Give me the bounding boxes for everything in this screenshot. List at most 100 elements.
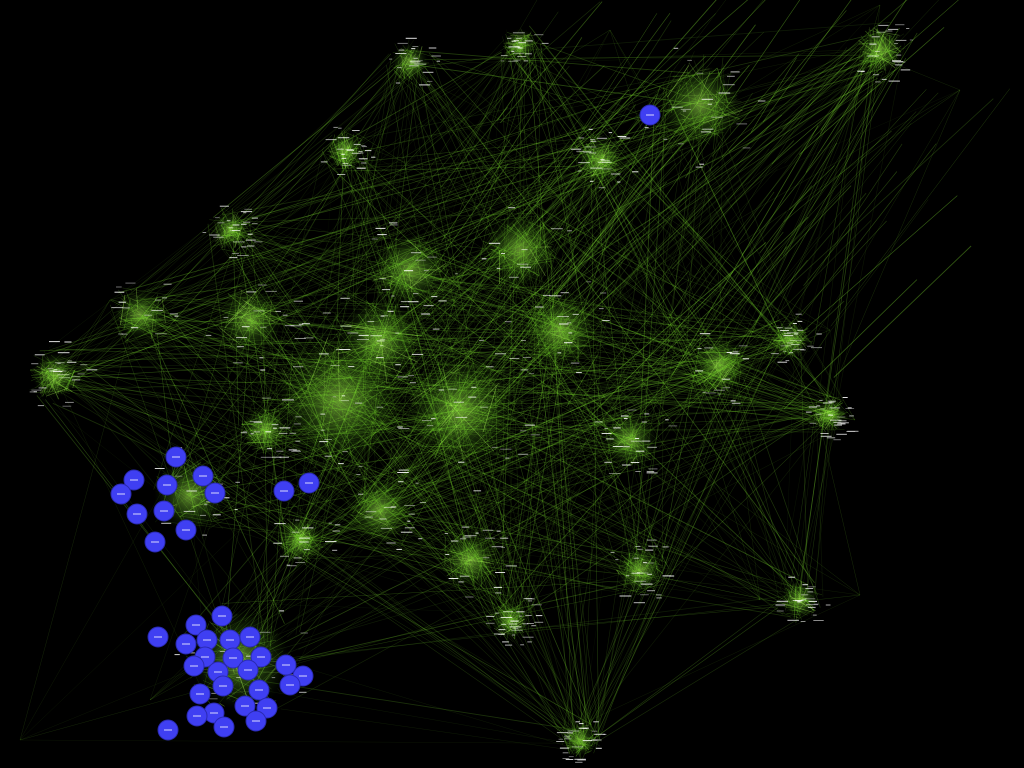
node-label [783, 335, 794, 337]
graph-edge [348, 451, 390, 492]
graph-edge [411, 426, 492, 435]
graph-edge [424, 66, 815, 584]
graph-edge [406, 63, 692, 104]
node-label [379, 278, 387, 280]
graph-edge [371, 536, 634, 568]
graph-edge [287, 388, 711, 434]
graph-edge [219, 158, 599, 624]
graph-edge [484, 395, 832, 556]
graph-edge [505, 41, 536, 54]
node-label [576, 372, 582, 374]
graph-edge [339, 413, 401, 461]
graph-edge [525, 0, 717, 216]
graph-edge [216, 228, 236, 244]
graph-edge [280, 539, 298, 546]
graph-edge [222, 334, 581, 740]
graph-edge [139, 100, 672, 337]
graph-edge [786, 344, 800, 355]
graph-edge [33, 368, 73, 393]
graph-edge [510, 43, 529, 56]
graph-edge [116, 326, 133, 329]
graph-edge [275, 311, 584, 373]
graph-edge [563, 734, 576, 742]
graph-edge [473, 565, 813, 607]
graph-edge [180, 385, 276, 516]
graph-edge [388, 257, 420, 287]
graph-edge [568, 253, 630, 326]
graph-edge [278, 39, 505, 290]
graph-edge [251, 256, 418, 665]
graph-edge [483, 569, 497, 573]
graph-edge [320, 356, 382, 397]
graph-edge [301, 411, 353, 436]
graph-edge [692, 125, 719, 136]
graph-edge [800, 56, 880, 349]
graph-edge [423, 252, 446, 279]
node-label [174, 315, 179, 317]
node-label [219, 205, 229, 207]
graph-edge [212, 323, 813, 603]
node-label [509, 626, 522, 628]
graph-edge [376, 401, 829, 405]
graph-edge [498, 246, 518, 281]
graph-edge [471, 555, 475, 590]
graph-edge [537, 302, 561, 317]
graph-edge [298, 409, 825, 650]
node-label [718, 92, 731, 94]
graph-edge [669, 125, 819, 379]
graph-edge [248, 60, 409, 332]
graph-edge [110, 312, 275, 608]
graph-edge [263, 421, 268, 454]
graph-edge [228, 221, 247, 245]
graph-edge [550, 330, 558, 333]
graph-edge [296, 407, 827, 545]
node-label [67, 360, 72, 362]
node-label [278, 432, 288, 434]
highlighted-node-layer[interactable] [110, 104, 661, 741]
node-label [787, 342, 793, 344]
graph-edge [711, 94, 718, 117]
graph-edge [401, 61, 408, 74]
graph-edge [406, 68, 414, 76]
graph-edge [185, 428, 236, 458]
node-label [673, 47, 679, 49]
graph-edge [125, 323, 285, 561]
graph-edge [702, 367, 721, 384]
graph-edge [392, 347, 418, 382]
graph-edge [402, 49, 691, 74]
graph-edge [693, 60, 798, 327]
graph-edge [518, 62, 587, 181]
graph-edge [212, 330, 775, 669]
graph-edge [254, 428, 264, 451]
node-label [410, 62, 420, 64]
graph-edge [425, 140, 571, 321]
graph-edge [307, 259, 393, 375]
graph-edge [715, 364, 733, 366]
node-label [646, 472, 658, 474]
node-label [236, 677, 241, 679]
graph-edge [378, 258, 397, 273]
graph-edge [227, 319, 251, 333]
graph-edge [41, 362, 45, 397]
graph-edge [234, 227, 555, 307]
graph-edge [434, 373, 469, 459]
graph-edge [720, 354, 733, 362]
graph-edge [632, 0, 766, 140]
graph-edge [595, 160, 622, 173]
graph-edge [552, 334, 573, 365]
node-label [520, 369, 529, 371]
node-label [873, 74, 880, 76]
graph-edge [260, 318, 283, 325]
graph-edge [173, 503, 177, 506]
graph-edge [35, 68, 421, 389]
graph-edge [405, 273, 418, 290]
graph-edge [48, 160, 610, 351]
node-label [621, 464, 631, 466]
graph-edge [519, 33, 531, 47]
graph-edge [611, 0, 764, 182]
graph-edge [271, 409, 279, 425]
graph-edge [311, 550, 648, 597]
graph-edge [182, 148, 600, 636]
graph-edge [322, 150, 639, 595]
graph-edge [703, 357, 723, 383]
